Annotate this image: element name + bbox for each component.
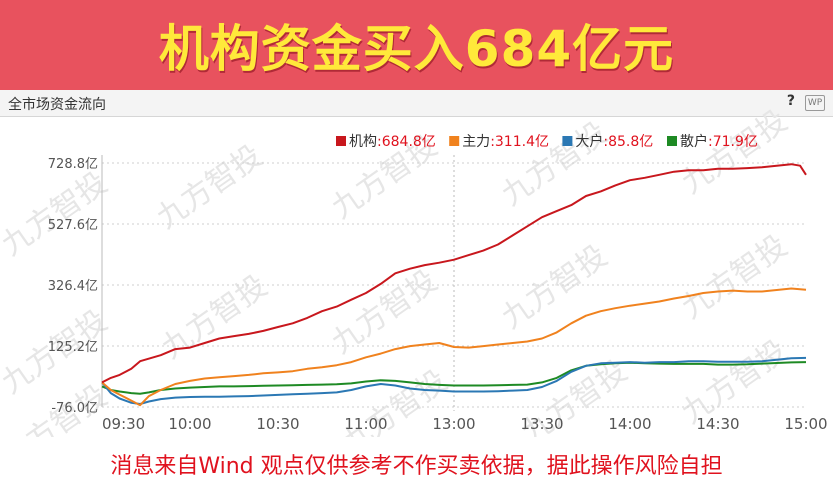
y-tick-label: 125.2亿	[48, 340, 98, 355]
x-tick-label: 11:00	[344, 415, 387, 433]
watermark-text: 九方智投	[675, 103, 793, 200]
x-tick-label: 13:30	[520, 415, 563, 433]
legend-swatch	[336, 136, 346, 146]
watermark-text: 九方智投	[0, 165, 114, 262]
x-tick-label: 13:00	[432, 415, 475, 433]
y-tick-label: 728.8亿	[48, 157, 98, 172]
legend-value: :71.9亿	[708, 134, 758, 150]
x-tick-label: 14:00	[608, 415, 651, 433]
watermark-text: 九方智投	[495, 238, 613, 335]
x-tick-label: 09:30	[102, 415, 145, 433]
watermark-text: 九方智投	[495, 115, 613, 212]
wp-icon[interactable]: WP	[805, 95, 825, 111]
disclaimer-footer: 消息来自Wind 观点仅供参考不作买卖依据，据此操作风险自担	[110, 454, 723, 479]
x-tick-label: 14:30	[696, 415, 739, 433]
banner-title: 机构资金买入684亿元	[158, 20, 675, 78]
legend-name: 散户	[680, 133, 708, 150]
y-tick-label: 527.6亿	[48, 218, 98, 233]
x-tick-label: 15:00	[784, 415, 827, 433]
legend-swatch	[562, 136, 573, 146]
x-tick-label: 10:30	[256, 415, 299, 433]
panel-title: 全市场资金流向	[8, 97, 106, 113]
series-line-大户	[101, 356, 807, 405]
watermark-text: 九方智投	[155, 268, 273, 365]
x-tick-label: 10:00	[168, 415, 211, 433]
y-tick-label: -76.0亿	[51, 401, 98, 416]
watermark-text: 九方智投	[150, 138, 268, 235]
series-line-主力	[101, 287, 807, 407]
chart-panel: 全市场资金流向 ? WP	[0, 90, 833, 437]
legend-value: :85.8亿	[603, 134, 653, 150]
help-icon[interactable]: ?	[786, 93, 795, 109]
legend-name: 机构	[349, 134, 377, 150]
legend-swatch	[667, 136, 677, 146]
series-line-机构	[101, 163, 807, 384]
banner: 机构资金买入684亿元	[0, 0, 833, 90]
legend-swatch	[449, 136, 460, 146]
panel-header: 全市场资金流向 ? WP	[0, 90, 833, 117]
legend-value: :311.4亿	[490, 134, 549, 150]
series-line-散户	[101, 361, 807, 395]
y-tick-label: 326.4亿	[48, 279, 98, 294]
legend-name: 主力	[462, 134, 490, 150]
watermark-text: 九方智投	[675, 228, 793, 325]
legend-name: 大户	[575, 133, 603, 150]
legend-value: :684.8亿	[377, 134, 436, 150]
